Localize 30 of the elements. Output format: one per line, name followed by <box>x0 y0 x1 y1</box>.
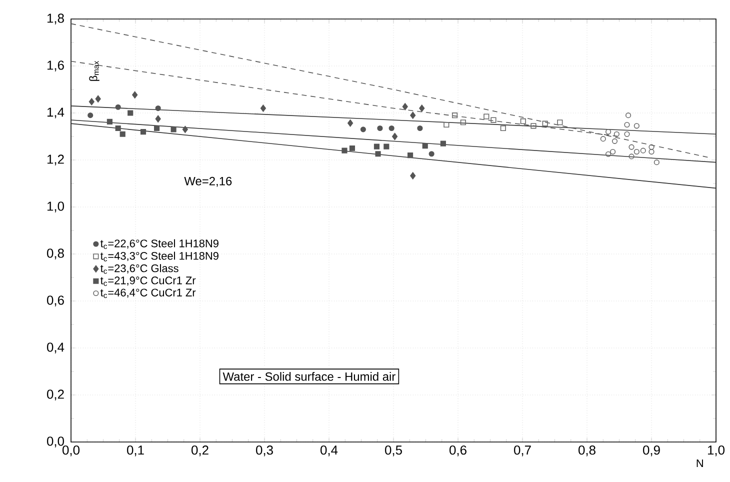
x-tick-label: 0,6 <box>450 446 466 456</box>
x-tick-label: 0,1 <box>127 446 144 456</box>
x-tick-label: 0,4 <box>320 446 338 456</box>
legend-label: t$_{c}$=23,6°C Glass <box>100 264 178 274</box>
y-tick-label: 0,8 <box>46 248 64 260</box>
x-tick-label: 0,5 <box>385 446 402 456</box>
x-tick-label: 0,7 <box>514 446 531 456</box>
annotation: We=2,16 <box>184 176 232 187</box>
legend-label: t$_{c}$=21,9°C CuCr1 Zr <box>100 276 196 286</box>
x-tick-label: 0,9 <box>643 446 660 456</box>
annotation: Water - Solid surface - Humid air <box>222 372 396 381</box>
x-axis-title: N <box>696 459 703 467</box>
x-tick-label: 0,8 <box>578 446 596 456</box>
y-tick-label: 1,0 <box>47 202 64 212</box>
x-tick-label: 0,0 <box>62 446 80 456</box>
x-tick-label: 0,2 <box>192 446 208 456</box>
y-tick-label: 1,6 <box>47 60 64 72</box>
y-tick-label: 0,6 <box>46 296 64 306</box>
y-tick-label: 0,0 <box>46 436 64 448</box>
x-tick-label: 0,3 <box>256 446 273 456</box>
legend-label: t$_{c}$=43,3°C Steel 1H18N9 <box>100 252 218 262</box>
y-tick-label: 1,4 <box>47 108 64 118</box>
y-tick-label: 0,4 <box>46 342 64 354</box>
y-axis-title: β$_{max}$ <box>89 60 100 81</box>
legend-label: t$_{c}$=46,4°C CuCr1 Zr <box>100 288 196 298</box>
x-tick-label: 1,0 <box>708 446 725 456</box>
y-tick-label: 0,2 <box>46 390 64 400</box>
y-tick-label: 1,2 <box>47 154 64 166</box>
legend-label: t$_{c}$=22,6°C Steel 1H18N9 <box>100 239 218 249</box>
y-tick-label: 1,8 <box>47 14 64 24</box>
